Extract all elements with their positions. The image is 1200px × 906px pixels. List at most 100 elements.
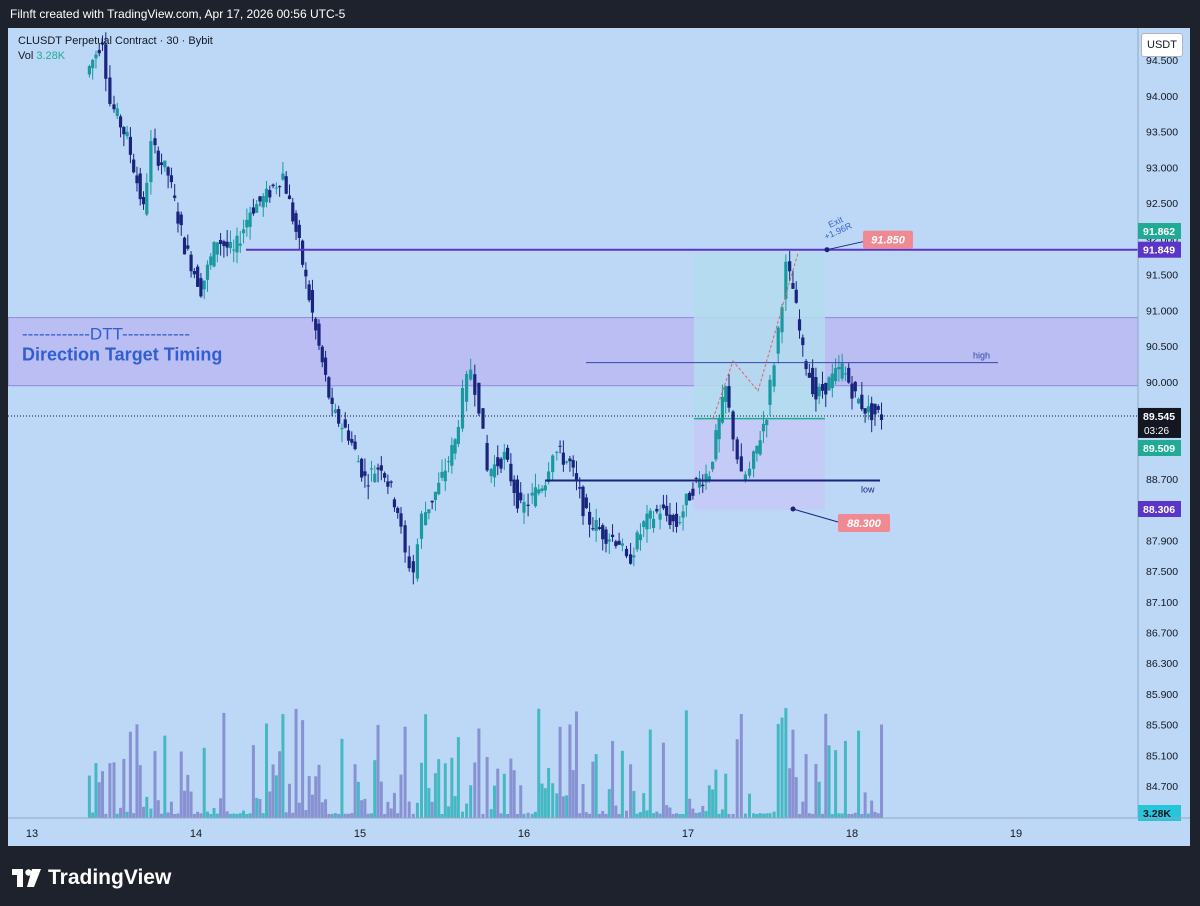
candle-body [772,365,776,387]
volume-bar [202,747,206,818]
volume-bar [469,785,473,818]
vol-label: Vol [18,50,34,62]
candle-body [830,373,834,389]
volume-bar [386,801,390,818]
volume-bar [537,708,541,818]
candle-body [724,386,728,402]
candle-body [430,500,434,503]
candle-body [258,196,262,202]
candle-body [558,445,562,447]
volume-bar [761,813,765,818]
price-tag-sl: 88.306 [1143,504,1175,516]
candle-body [720,396,725,423]
sl-badge [838,514,890,532]
volume-bar [727,813,731,818]
volume-bar [281,714,285,818]
candle-body [369,468,374,470]
volume-bar [768,813,772,818]
volume-bar [648,729,652,818]
volume-bar [199,813,203,818]
volume-bar [752,813,756,818]
tp-value: 91.850 [871,235,906,247]
candle-body [209,256,213,266]
candle-body [456,426,460,444]
candle-body [125,131,129,137]
volume-bar [440,813,444,818]
volume-bar [376,724,380,818]
candle-body [735,439,739,460]
volume-bar [320,802,324,818]
candle-body [581,486,585,517]
candle-body [307,284,311,301]
price-tag-volume-bg [1138,805,1181,821]
candle-body [186,245,190,249]
volume-bar [132,813,136,818]
dtt-subtitle: Direction Target Timing [22,345,222,365]
candle-body [343,419,347,428]
chart-frame[interactable]: ------------DTT------------ Direction Tar… [8,28,1190,846]
candle-body [350,439,354,443]
volume-bar [824,713,828,818]
volume-bar [314,776,318,818]
candle-body [655,508,659,512]
volume-bar [104,813,108,818]
y-tick-label: 87.500 [1146,566,1178,578]
volume-bar [205,811,209,818]
volume-bar [232,813,236,818]
candle-body [424,512,428,525]
candle-body [684,493,688,506]
candle-body [642,521,646,528]
volume-bar [720,809,724,818]
candle-body [794,289,798,303]
tradingview-icon [12,869,41,887]
candle-body [323,357,328,375]
volume-bar [506,813,510,818]
volume-bar [581,783,585,818]
candle-body [597,527,602,529]
candle-body [132,159,136,173]
price-tag-tp-bg [1138,223,1181,239]
candle-body [665,505,669,516]
candle-body [440,471,444,478]
candle-body [238,243,242,246]
candle-body [739,456,743,472]
y-tick-label: 86.300 [1146,658,1178,670]
volume-bar [551,783,555,818]
volume-bar [804,754,808,818]
x-tick-label: 17 [682,828,694,840]
candle-body [149,141,153,183]
volume-bar [863,792,867,818]
x-tick-label: 19 [1010,828,1022,840]
candle-body [138,173,142,200]
candle-body [189,254,193,272]
candle-body [499,458,503,469]
candle-body [373,473,377,483]
candle-body [443,470,447,482]
volume-bar [437,759,441,818]
volume-bar [443,763,447,818]
candle-body [843,373,848,375]
volume-bar [724,773,728,818]
volume-bar [555,793,559,818]
candle-body [629,554,633,564]
candle-body [460,387,465,429]
price-chart[interactable]: ------------DTT------------Direction Tar… [8,28,1190,846]
volume-bar [876,813,880,818]
price-tag-target-bg [1138,241,1181,258]
volume-bar [450,757,454,818]
candle-body [415,544,419,579]
candle-body [222,241,226,247]
candle-body [251,207,255,214]
candle-body [704,473,708,483]
volume-bar [101,771,105,818]
currency-button[interactable]: USDT [1141,33,1183,57]
candle-body [752,451,756,469]
candle-body [489,469,493,477]
candle-body [496,457,500,467]
candle-body [837,366,841,370]
volume-bar [138,765,142,818]
candle-body [850,383,854,399]
candle-body [469,369,473,380]
volume-bar [411,813,415,818]
volume-bar [310,794,314,818]
